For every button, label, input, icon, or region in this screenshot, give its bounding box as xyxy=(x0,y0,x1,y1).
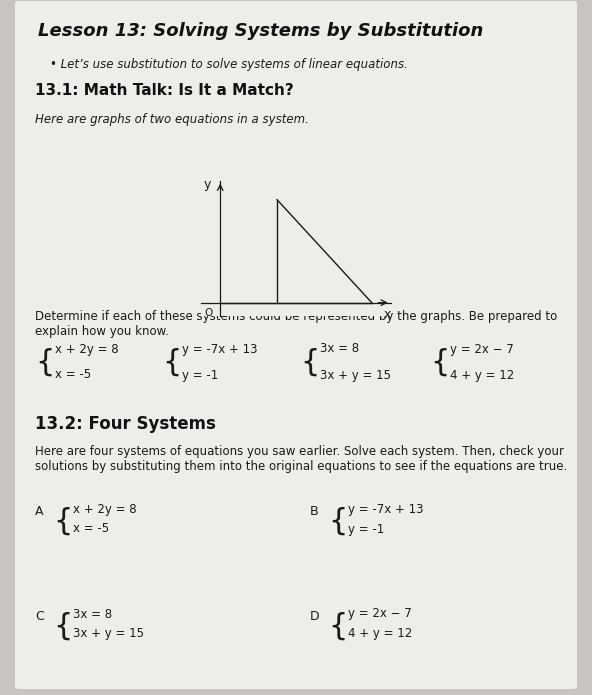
Text: 3x + y = 15: 3x + y = 15 xyxy=(320,368,391,382)
Text: x + 2y = 8: x + 2y = 8 xyxy=(73,502,137,516)
Text: x + 2y = 8: x + 2y = 8 xyxy=(55,343,118,356)
Text: {: { xyxy=(430,348,449,377)
Text: C: C xyxy=(35,610,44,623)
Text: D: D xyxy=(310,610,320,623)
Text: 3x = 8: 3x = 8 xyxy=(320,343,359,356)
Text: Here are graphs of two equations in a system.: Here are graphs of two equations in a sy… xyxy=(35,113,309,126)
Text: 13.1: Math Talk: Is It a Match?: 13.1: Math Talk: Is It a Match? xyxy=(35,83,294,98)
Text: O: O xyxy=(205,308,213,318)
Text: y = -1: y = -1 xyxy=(348,523,384,536)
Text: Here are four systems of equations you saw earlier. Solve each system. Then, che: Here are four systems of equations you s… xyxy=(35,445,567,473)
Text: 3x + y = 15: 3x + y = 15 xyxy=(73,628,144,641)
Text: y = 2x − 7: y = 2x − 7 xyxy=(348,607,412,621)
Text: x = -5: x = -5 xyxy=(55,368,91,382)
Text: 13.2: Four Systems: 13.2: Four Systems xyxy=(35,415,216,433)
Text: x = -5: x = -5 xyxy=(73,523,109,536)
Text: B: B xyxy=(310,505,318,518)
Text: 4 + y = 12: 4 + y = 12 xyxy=(450,368,514,382)
Text: x: x xyxy=(383,309,391,321)
Text: {: { xyxy=(53,612,72,641)
FancyBboxPatch shape xyxy=(15,1,577,689)
Text: {: { xyxy=(300,348,319,377)
Text: Lesson 13: Solving Systems by Substitution: Lesson 13: Solving Systems by Substituti… xyxy=(38,22,484,40)
Text: {: { xyxy=(53,507,72,536)
Text: y = 2x − 7: y = 2x − 7 xyxy=(450,343,514,356)
Text: y = -7x + 13: y = -7x + 13 xyxy=(348,502,423,516)
Text: y = -7x + 13: y = -7x + 13 xyxy=(182,343,258,356)
Text: {: { xyxy=(328,612,348,641)
Text: Determine if each of these systems could be represented by the graphs. Be prepar: Determine if each of these systems could… xyxy=(35,310,557,338)
Text: 3x = 8: 3x = 8 xyxy=(73,607,112,621)
Text: {: { xyxy=(328,507,348,536)
Text: {: { xyxy=(162,348,181,377)
Text: y = -1: y = -1 xyxy=(182,368,218,382)
Text: y: y xyxy=(203,178,211,191)
Text: 4 + y = 12: 4 + y = 12 xyxy=(348,628,412,641)
Text: {: { xyxy=(35,348,54,377)
Text: • Let’s use substitution to solve systems of linear equations.: • Let’s use substitution to solve system… xyxy=(50,58,408,71)
Text: A: A xyxy=(35,505,43,518)
